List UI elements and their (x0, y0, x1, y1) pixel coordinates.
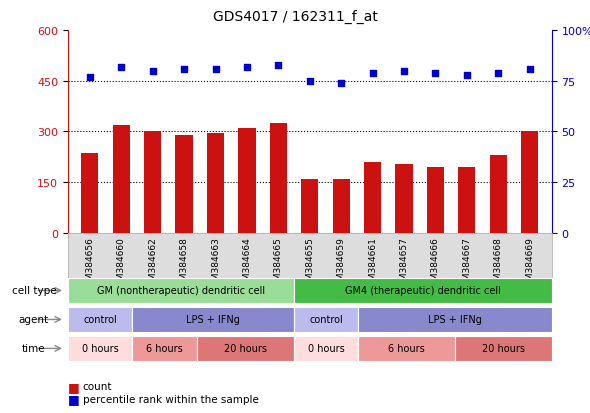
Point (368, 70, 377, 77)
Text: GSM384662: GSM384662 (148, 237, 157, 291)
Point (179, 66, 189, 73)
Point (399, 68, 409, 75)
Text: GSM384661: GSM384661 (368, 237, 377, 292)
Point (336, 80, 346, 87)
Bar (81, 154, 99, 233)
Bar (490, 156, 507, 233)
Point (148, 68, 158, 75)
Point (274, 62, 283, 69)
Text: GSM384655: GSM384655 (305, 237, 314, 292)
Point (462, 72, 471, 79)
Point (493, 70, 503, 77)
Point (525, 66, 535, 73)
Point (431, 70, 440, 77)
Text: GSM384658: GSM384658 (179, 237, 189, 292)
Text: GSM384664: GSM384664 (242, 237, 251, 291)
Bar (270, 124, 287, 233)
Text: GSM384660: GSM384660 (117, 237, 126, 292)
Text: GSM384669: GSM384669 (525, 237, 534, 292)
Bar (175, 135, 193, 233)
Text: GSM384665: GSM384665 (274, 237, 283, 292)
Bar (144, 132, 161, 233)
Text: 0 hours: 0 hours (307, 344, 344, 354)
Text: 6 hours: 6 hours (388, 344, 425, 354)
Bar (301, 179, 319, 233)
Text: GM (nontherapeutic) dendritic cell: GM (nontherapeutic) dendritic cell (97, 286, 265, 296)
Text: GSM384667: GSM384667 (463, 237, 471, 292)
Text: 0 hours: 0 hours (82, 344, 119, 354)
Text: GSM384666: GSM384666 (431, 237, 440, 292)
Text: 20 hours: 20 hours (482, 344, 525, 354)
Text: GM4 (therapeutic) dendritic cell: GM4 (therapeutic) dendritic cell (345, 286, 500, 296)
Text: count: count (83, 381, 112, 391)
Text: GSM384657: GSM384657 (399, 237, 408, 292)
Text: control: control (83, 315, 117, 325)
Bar (113, 126, 130, 233)
Text: LPS + IFNg: LPS + IFNg (428, 315, 482, 325)
Text: ■: ■ (68, 380, 80, 393)
Text: time: time (22, 344, 46, 354)
Text: cell type: cell type (12, 286, 56, 296)
Bar (521, 132, 538, 233)
Text: 6 hours: 6 hours (146, 344, 183, 354)
Bar (427, 168, 444, 233)
Text: 20 hours: 20 hours (224, 344, 267, 354)
Bar (458, 168, 476, 233)
Text: agent: agent (19, 315, 49, 325)
Point (117, 64, 126, 71)
Bar (395, 164, 412, 233)
Text: percentile rank within the sample: percentile rank within the sample (83, 394, 258, 404)
Text: LPS + IFNg: LPS + IFNg (186, 315, 240, 325)
Text: GSM384668: GSM384668 (494, 237, 503, 292)
Bar (333, 180, 350, 233)
Point (305, 78, 314, 85)
Point (211, 66, 220, 73)
Bar (238, 129, 255, 233)
Point (85, 74, 94, 81)
Text: ■: ■ (68, 392, 80, 405)
Text: GDS4017 / 162311_f_at: GDS4017 / 162311_f_at (212, 10, 378, 24)
Text: GSM384656: GSM384656 (86, 237, 94, 292)
Point (242, 64, 252, 71)
Text: GSM384663: GSM384663 (211, 237, 220, 292)
Text: GSM384659: GSM384659 (337, 237, 346, 292)
Bar (207, 134, 224, 233)
Text: control: control (309, 315, 343, 325)
Bar (364, 162, 381, 233)
